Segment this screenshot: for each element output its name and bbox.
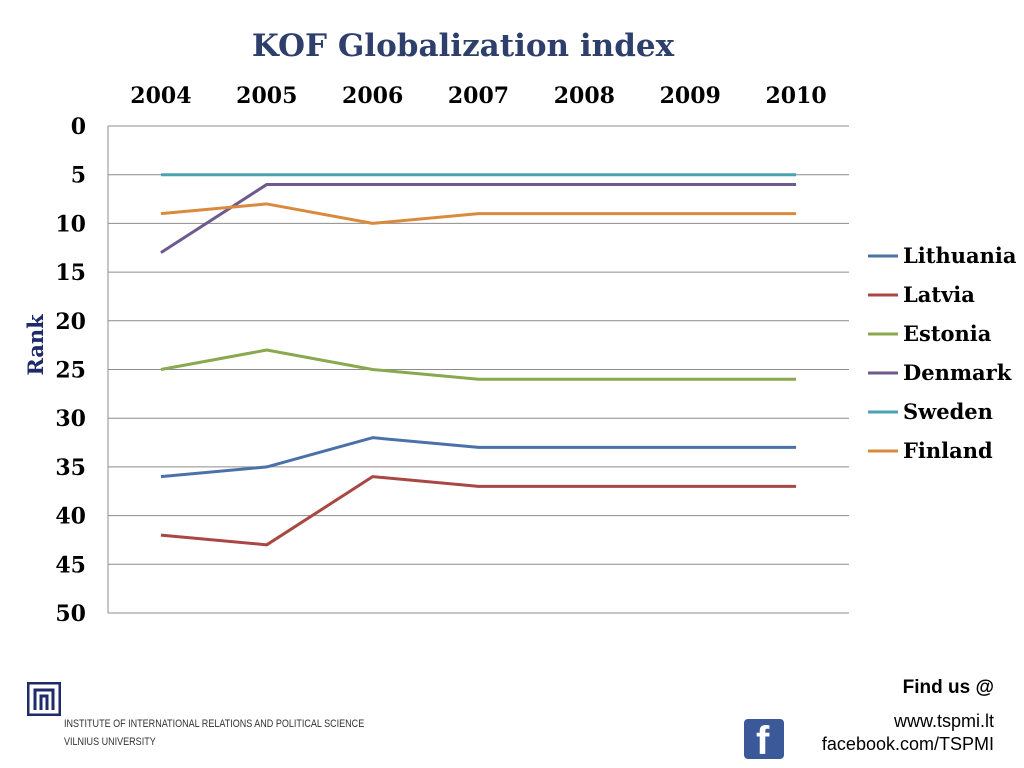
series-lines [160,173,797,547]
y-tick-label: 20 [55,309,86,335]
axes [107,125,849,613]
y-tick-label: 40 [55,504,86,530]
legend-label: Sweden [903,399,993,424]
facebook-icon[interactable]: f [744,719,784,759]
legend-label: Finland [903,438,993,463]
y-tick-label: 15 [55,260,86,286]
institute-logo-icon [27,682,61,716]
x-tick-label: 2010 [765,83,826,109]
y-axis-label: Rank [23,314,48,376]
series-line-finland [160,202,797,225]
x-tick-label: 2009 [660,83,721,109]
legend-label: Lithuania [903,243,1017,268]
y-tick-labels: 0 5 10 15 20 25 30 35 40 45 50 [55,114,86,627]
x-tick-label: 2005 [236,83,297,109]
legend: Lithuania Latvia Estonia Denmark Sweden Finla… [868,243,1017,463]
legend-label: Estonia [903,321,992,346]
series-line-denmark [160,182,797,254]
y-tick-label: 35 [55,455,86,481]
find-us-label: Find us @ [902,677,994,698]
x-tick-label: 2008 [554,83,615,109]
university-name: VILNIUS UNIVERSITY [64,736,156,748]
y-tick-label: 0 [71,114,86,140]
y-tick-label: 50 [55,601,86,627]
website-link[interactable]: www.tspmi.lt [893,711,994,731]
y-tick-label: 25 [55,358,86,384]
y-tick-label: 30 [55,406,86,432]
legend-label: Latvia [903,282,975,307]
series-line-latvia [160,475,797,547]
series-line-estonia [160,348,797,381]
x-tick-labels: 2004 2005 2006 2007 2008 2009 2010 [130,83,826,109]
legend-label: Denmark [903,360,1012,385]
y-tick-label: 45 [55,552,86,578]
grid-lines [108,174,849,614]
x-tick-label: 2006 [342,83,403,109]
institute-name: INSTITUTE OF INTERNATIONAL RELATIONS AND… [64,718,365,730]
y-tick-label: 10 [55,211,86,237]
y-tick-label: 5 [71,163,86,189]
x-tick-label: 2007 [448,83,509,109]
facebook-link[interactable]: facebook.com/TSPMI [821,734,994,754]
x-tick-label: 2004 [130,83,191,109]
chart-title: KOF Globalization index [251,28,675,64]
series-line-lithuania [160,436,797,479]
